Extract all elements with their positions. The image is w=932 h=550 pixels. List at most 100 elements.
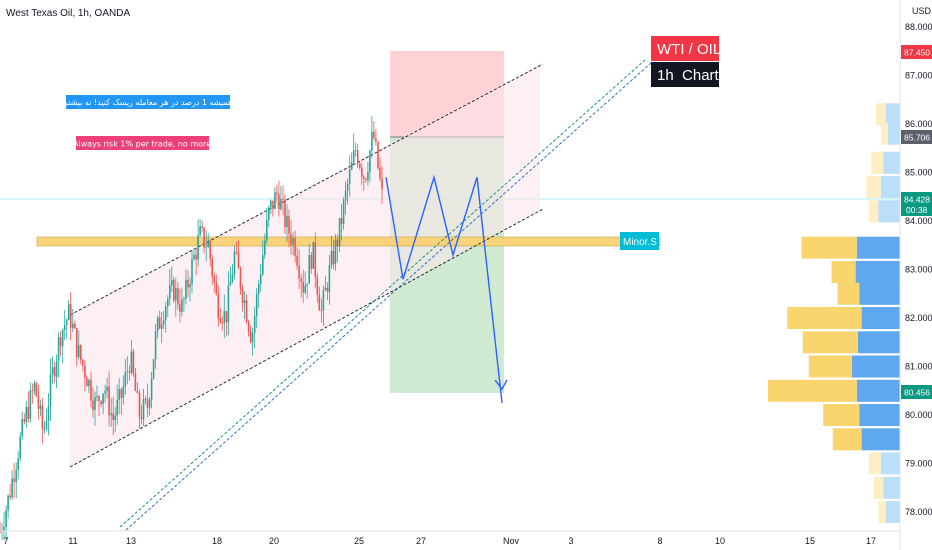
candle-body <box>369 150 371 172</box>
candle-body <box>338 218 341 247</box>
persian-note: همیشه 1 درصد در هر معامله ریسک کنید! نه … <box>63 95 233 109</box>
candle-body <box>195 254 197 260</box>
time-axis[interactable]: 7 11 13 18 20 25 27 Nov 3 8 10 15 17 <box>0 530 900 546</box>
low-badge-bg <box>901 385 932 399</box>
candle-body <box>363 176 365 179</box>
low-badge: 80.456 <box>901 385 932 399</box>
candle-body <box>328 264 331 292</box>
candle-body <box>45 420 48 429</box>
volume-sell-bar <box>831 260 856 283</box>
candle-body <box>286 216 288 228</box>
candle-body <box>253 315 256 333</box>
candle-body <box>227 285 230 323</box>
price-tick-label: 78.000 <box>905 507 932 517</box>
candle-body <box>221 322 224 324</box>
candle-body <box>316 277 319 295</box>
candle-body <box>373 131 375 138</box>
candle-body <box>304 285 306 293</box>
candle-body <box>152 359 155 379</box>
candle-body <box>116 400 118 416</box>
candle-body <box>132 351 135 374</box>
candle-body <box>102 393 104 404</box>
price-ticks: 88.000 87.000 86.000 85.000 84.000 83.000 82.0… <box>905 22 932 517</box>
price-tick-label: 83.000 <box>905 265 932 275</box>
candle-body <box>124 372 127 387</box>
volume-sell-bar-faint <box>871 151 884 174</box>
candle-body <box>330 250 333 265</box>
projection-arrowhead <box>494 379 508 391</box>
candle-body <box>41 405 44 430</box>
time-tick-label: 27 <box>416 536 426 546</box>
minor-support-label: Minor.S <box>620 232 659 250</box>
time-tick-label: 25 <box>354 536 364 546</box>
candle-body <box>296 255 298 266</box>
candle-body <box>138 392 141 418</box>
candle-body <box>164 306 167 321</box>
volume-buy-bar <box>861 307 900 329</box>
volume-buy-bar <box>856 236 900 259</box>
candle-body <box>130 351 133 373</box>
candle-body <box>160 324 163 329</box>
time-tick-label: 11 <box>68 536 77 546</box>
candle-body <box>207 242 209 247</box>
candle-body <box>5 510 7 527</box>
volume-sell-bar-faint <box>866 176 881 198</box>
candle-body <box>300 278 302 282</box>
candle-body <box>29 390 32 419</box>
minor-support-label-bg <box>620 232 659 250</box>
persian-note-text: همیشه 1 درصد در هر معامله ریسک کنید! نه … <box>63 98 233 107</box>
candle-body <box>193 254 195 260</box>
volume-sell-bar <box>832 428 862 451</box>
candle-body <box>78 345 80 358</box>
volume-sell-bar-faint <box>868 200 879 223</box>
candle-body <box>179 304 181 312</box>
candle-body <box>312 242 315 269</box>
candle-body <box>169 285 171 299</box>
volume-sell-bar-faint <box>868 452 881 475</box>
chart-1h-bg <box>651 62 719 87</box>
candle-body <box>80 345 82 360</box>
time-tick-label: 15 <box>805 536 815 546</box>
candle-body <box>61 329 64 347</box>
candle-body <box>39 405 42 409</box>
candle-body <box>231 274 234 283</box>
candle-body <box>245 300 248 323</box>
time-tick-label: 20 <box>269 536 279 546</box>
candle-body <box>288 216 290 234</box>
volume-sell-bar <box>787 307 862 329</box>
minor-support-zone <box>36 236 661 247</box>
candle-body <box>298 265 300 279</box>
volume-buy-bar <box>859 404 900 426</box>
chart-1h-text: 1h Chart <box>657 67 720 84</box>
candle-body <box>282 198 284 200</box>
candle-body <box>98 396 100 402</box>
candle-body <box>264 240 266 256</box>
candle-body <box>140 417 143 420</box>
candle-body <box>57 337 60 362</box>
candle-body <box>162 320 165 325</box>
volume-buy-bar <box>858 331 900 354</box>
candle-body <box>53 367 56 377</box>
candle-body <box>82 359 84 366</box>
candle-body <box>108 386 110 416</box>
candle-body <box>25 407 28 422</box>
candle-body <box>183 298 185 300</box>
candle-body <box>308 255 310 284</box>
candle-body <box>249 331 252 342</box>
volume-sell-bar <box>837 282 860 305</box>
volume-buy-bar-faint <box>885 103 900 126</box>
volume-sell-bar-faint <box>878 501 886 523</box>
volume-buy-bar <box>859 282 900 305</box>
price-axis[interactable]: USD 88.000 87.000 86.000 85.000 84.000 83.000… <box>899 0 932 550</box>
volume-sell-bar-faint <box>876 103 886 126</box>
candles <box>0 115 383 541</box>
candle-body <box>359 163 361 168</box>
candle-body <box>350 162 353 170</box>
candle-body <box>17 458 19 470</box>
price-tick-label: 82.000 <box>905 313 932 323</box>
volume-profile <box>768 103 900 523</box>
candle-body <box>268 207 270 220</box>
candle-body <box>146 398 149 408</box>
candle-body <box>51 367 54 375</box>
